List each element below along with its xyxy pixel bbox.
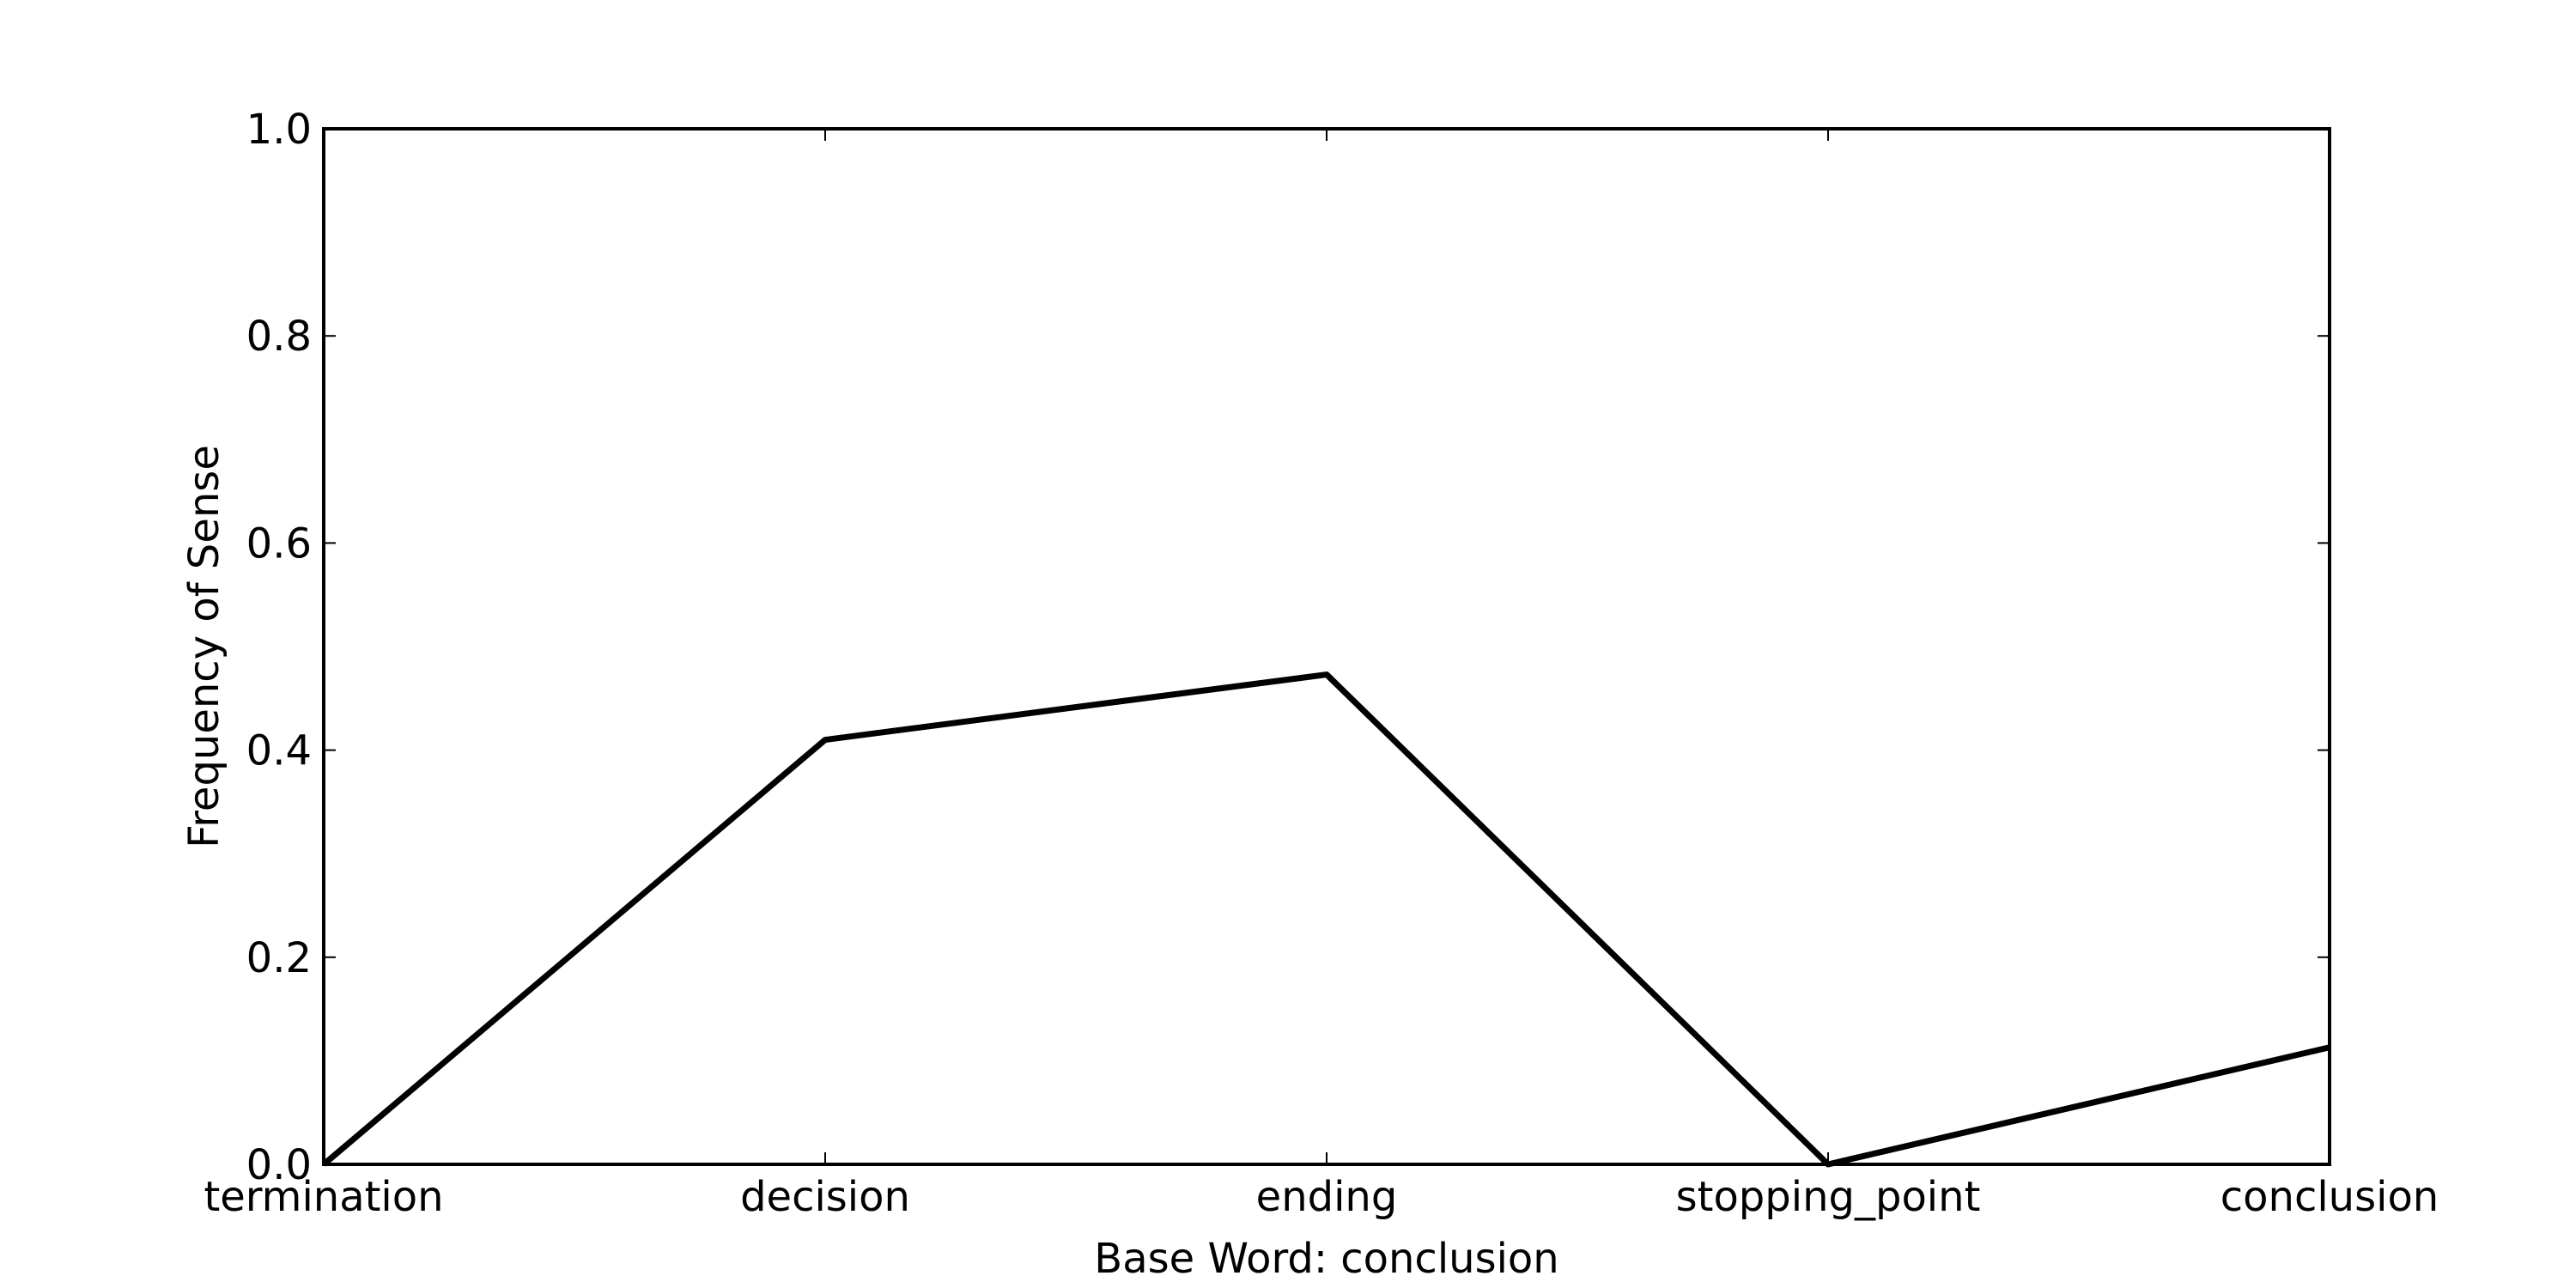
labels-layer: 0.0 0.2 0.4 0.6 0.8 1.0 termination decision end… bbox=[204, 106, 2439, 1221]
x-tick-label: stopping_point bbox=[1676, 1173, 1981, 1221]
y-tick-label: 0.0 bbox=[246, 1141, 312, 1189]
y-tick-label: 0.4 bbox=[246, 727, 312, 775]
y-tick-label: 0.8 bbox=[246, 313, 312, 361]
x-tick-label: conclusion bbox=[2221, 1173, 2439, 1221]
y-tick-label: 0.6 bbox=[246, 519, 312, 568]
y-tick-label: 1.0 bbox=[246, 106, 312, 154]
x-axis-label: Base Word: conclusion bbox=[1094, 1235, 1558, 1283]
x-tick-label: ending bbox=[1256, 1173, 1398, 1221]
y-tick-label: 0.2 bbox=[246, 934, 312, 982]
plot-frame bbox=[322, 127, 2331, 1166]
x-tick-label: decision bbox=[740, 1173, 910, 1221]
data-point bbox=[824, 739, 826, 741]
x-tick-label: termination bbox=[204, 1173, 443, 1221]
y-axis-label: Frequency of Sense bbox=[180, 445, 228, 848]
